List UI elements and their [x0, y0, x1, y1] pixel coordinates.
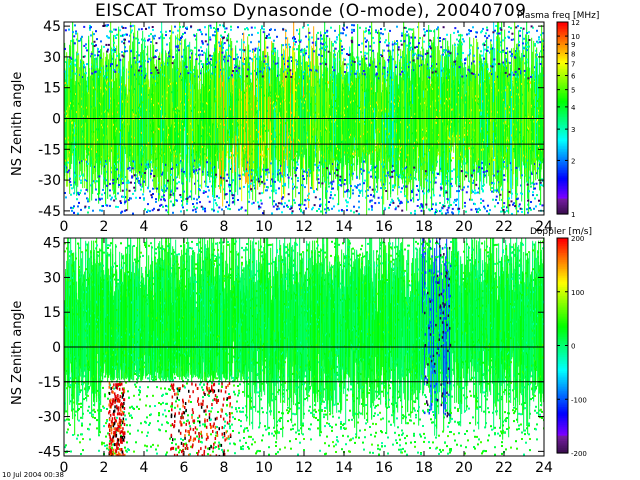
panel-1: 0 2 4 6 8 10 12 14 16 18 20 22 24-45-30-150153045123…	[38, 19, 580, 235]
colorbar-tick-label: -100	[571, 396, 587, 404]
x-tick-label: 2	[100, 460, 109, 476]
x-tick-label: 14	[335, 219, 353, 235]
colorbar-2: -200 -100 0 100 200	[556, 235, 587, 458]
x-tick-label: 20	[455, 219, 473, 235]
y-tick-label: -30	[38, 173, 61, 189]
x-tick-label: 6	[180, 219, 189, 235]
y-tick-label: 0	[52, 112, 61, 128]
x-tick-label: 12	[295, 460, 313, 476]
y-tick-label: -45	[38, 204, 61, 220]
colorbar-tick-label: 100	[571, 289, 584, 297]
x-tick-label: 16	[375, 219, 393, 235]
x-tick-label: 10	[255, 219, 273, 235]
x-tick-label: 18	[415, 219, 433, 235]
x-tick-label: 12	[295, 219, 313, 235]
x-tick-label: 22	[495, 219, 513, 235]
x-tick-label: 6	[180, 460, 189, 476]
colorbar-tick-label: 3	[571, 126, 575, 134]
colorbar-tick-label: 4	[571, 104, 576, 112]
y-tick-label: 30	[43, 50, 61, 66]
x-tick-label: 24	[535, 460, 553, 476]
heatmap-field-1	[64, 22, 544, 215]
x-tick-label: 14	[335, 460, 353, 476]
colorbar-tick-label: 200	[571, 235, 584, 243]
x-tick-label: 24	[535, 219, 553, 235]
x-tick-label: 0	[60, 460, 69, 476]
y-tick-label: -15	[38, 375, 61, 391]
y-tick-label: 15	[43, 305, 61, 321]
y-tick-label: -45	[38, 444, 61, 460]
x-tick-label: 10	[255, 460, 273, 476]
heatmap-field-2	[64, 238, 544, 456]
y-tick-label: -30	[38, 410, 61, 426]
colorbar-tick-label: 2	[571, 157, 575, 165]
x-tick-label: 0	[60, 219, 69, 235]
y-tick-label: 45	[43, 19, 61, 35]
x-tick-label: 4	[140, 460, 149, 476]
chart-title: EISCAT Tromso Dynasonde (O-mode), 200407…	[95, 1, 527, 21]
timestamp-label: 10 Jul 2004 00:38	[2, 471, 65, 479]
y-tick-label: -15	[38, 142, 61, 158]
x-tick-label: 18	[415, 460, 433, 476]
colorbar-tick-label: 8	[571, 50, 575, 58]
panel-2: 0 2 4 6 8 10 12 14 16 18 20 22 24-45-30-150153045-20…	[38, 235, 587, 476]
colorbar-tick-label: 10	[571, 33, 580, 41]
colorbar-tick-label: 1	[571, 211, 575, 219]
x-tick-label: 20	[455, 460, 473, 476]
y-tick-label: 45	[43, 236, 61, 252]
x-tick-label: 16	[375, 460, 393, 476]
x-tick-label: 2	[100, 219, 109, 235]
x-tick-label: 22	[495, 460, 513, 476]
colorbar-tick-label: 7	[571, 61, 575, 69]
y-tick-label: 30	[43, 270, 61, 286]
top-colorbar-label: Plasma freq [MHz]	[517, 11, 600, 21]
y-tick-label: 15	[43, 81, 61, 97]
x-tick-label: 8	[220, 219, 229, 235]
x-tick-label: 8	[220, 460, 229, 476]
colorbar-tick-label: -200	[571, 450, 587, 458]
y-tick-label: 0	[52, 340, 61, 356]
x-tick-label: 4	[140, 219, 149, 235]
colorbar-tick-label: 6	[571, 73, 576, 81]
colorbar-tick-label: 9	[571, 41, 575, 49]
colorbar-tick-label: 0	[571, 343, 575, 351]
colorbar-tick-label: 12	[571, 19, 580, 27]
colorbar-tick-label: 5	[571, 87, 575, 95]
bottom-colorbar-label: Doppler [m/s]	[530, 227, 592, 237]
